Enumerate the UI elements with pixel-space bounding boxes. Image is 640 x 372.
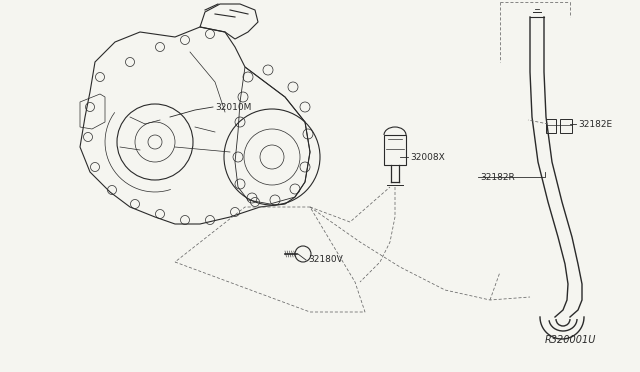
- Text: R320001U: R320001U: [545, 335, 596, 345]
- Text: 32182E: 32182E: [578, 119, 612, 128]
- Text: 32180V: 32180V: [308, 256, 343, 264]
- Text: 32182R: 32182R: [480, 173, 515, 182]
- Text: 32008X: 32008X: [410, 153, 445, 161]
- Text: 32010M: 32010M: [215, 103, 252, 112]
